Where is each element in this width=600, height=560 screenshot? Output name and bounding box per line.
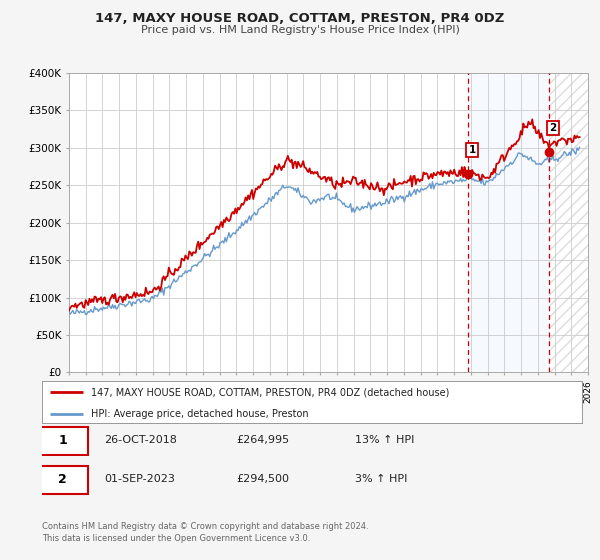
Text: 3% ↑ HPI: 3% ↑ HPI [355, 474, 407, 484]
Text: This data is licensed under the Open Government Licence v3.0.: This data is licensed under the Open Gov… [42, 534, 310, 543]
Text: £294,500: £294,500 [236, 474, 289, 484]
Text: Contains HM Land Registry data © Crown copyright and database right 2024.: Contains HM Land Registry data © Crown c… [42, 522, 368, 531]
Text: Price paid vs. HM Land Registry's House Price Index (HPI): Price paid vs. HM Land Registry's House … [140, 25, 460, 35]
Bar [549, 73, 588, 372]
Text: 26-OCT-2018: 26-OCT-2018 [104, 435, 177, 445]
Text: 13% ↑ HPI: 13% ↑ HPI [355, 435, 415, 445]
Text: HPI: Average price, detached house, Preston: HPI: Average price, detached house, Pres… [91, 409, 308, 418]
Bar [468, 73, 549, 372]
Text: £264,995: £264,995 [236, 435, 290, 445]
FancyBboxPatch shape [37, 427, 88, 455]
Text: 1: 1 [469, 145, 476, 155]
Text: 147, MAXY HOUSE ROAD, COTTAM, PRESTON, PR4 0DZ: 147, MAXY HOUSE ROAD, COTTAM, PRESTON, P… [95, 12, 505, 25]
FancyBboxPatch shape [37, 466, 88, 494]
Text: 01-SEP-2023: 01-SEP-2023 [104, 474, 175, 484]
Text: 2: 2 [550, 123, 557, 133]
Text: 147, MAXY HOUSE ROAD, COTTAM, PRESTON, PR4 0DZ (detached house): 147, MAXY HOUSE ROAD, COTTAM, PRESTON, P… [91, 387, 449, 397]
Text: 2: 2 [58, 473, 67, 486]
Text: 1: 1 [58, 433, 67, 446]
